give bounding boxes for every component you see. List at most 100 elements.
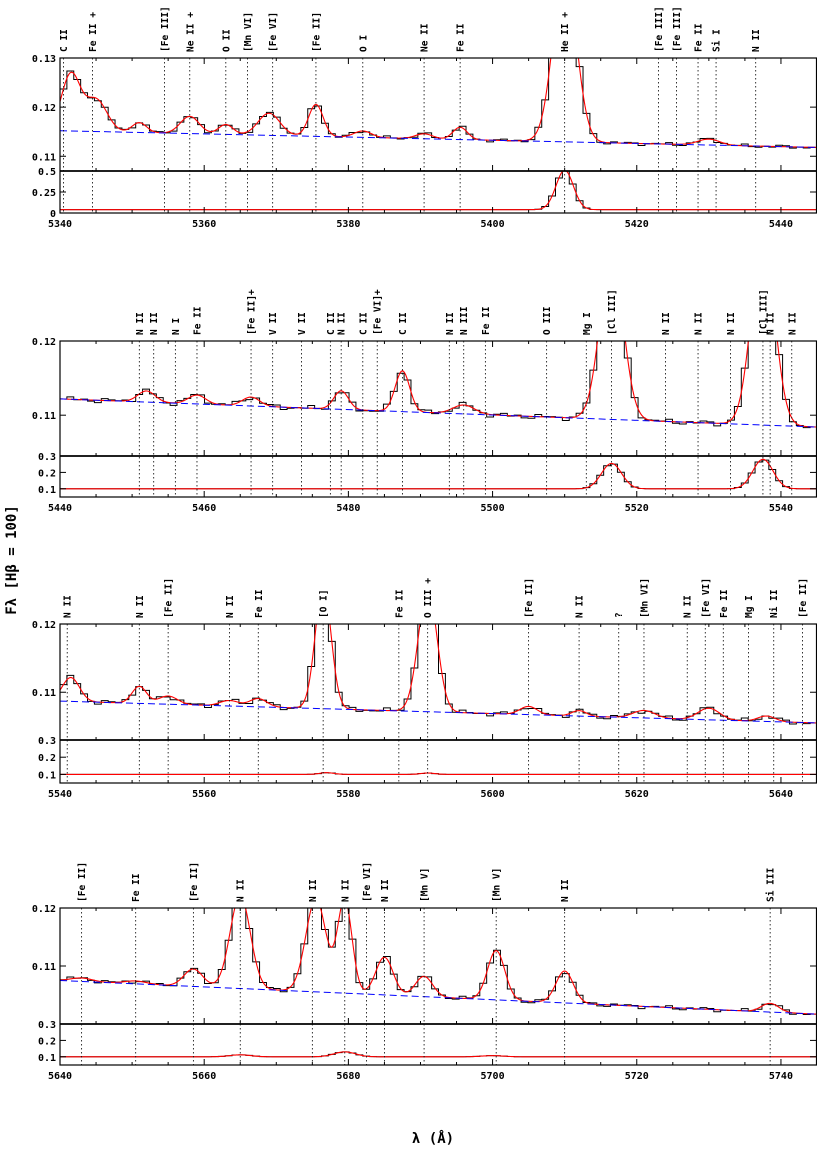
continuum-fit — [60, 980, 817, 1015]
y-tick-label: 0.11 — [32, 962, 56, 973]
model-spectrum-full — [60, 772, 817, 775]
line-id-label: Fe II — [254, 589, 265, 618]
line-id-label: N II — [236, 879, 247, 902]
line-id-label: N II — [661, 312, 672, 335]
x-tick-label: 5500 — [481, 503, 505, 514]
line-id-label: C II — [358, 312, 369, 335]
line-id-label: [Fe VI] — [362, 862, 373, 902]
line-id-label: C II — [326, 312, 337, 335]
x-tick-label: 5480 — [336, 503, 360, 514]
y-tick-label: 0.3 — [38, 452, 56, 463]
line-id-label: [Fe II] — [164, 578, 175, 618]
continuum-fit — [60, 130, 817, 148]
line-id-label: [Fe III] — [672, 6, 683, 52]
x-tick-label: 5400 — [481, 219, 505, 230]
panels-group: C II Fe II + [Fe III] Ne II + O II [Mn VI] [Fe… — [32, 6, 817, 1082]
line-id-label: N II — [751, 29, 762, 52]
model-spectrum-full — [60, 1051, 817, 1058]
x-tick-label: 5440 — [48, 503, 72, 514]
x-tick-label: 5580 — [336, 789, 360, 800]
model-spectrum — [60, 624, 817, 724]
line-id-label: N II — [575, 595, 586, 618]
x-tick-label: 5600 — [481, 789, 505, 800]
line-id-label: [Mn VI] — [243, 12, 254, 52]
x-tick-label: 5620 — [625, 789, 649, 800]
line-id-label: N II — [340, 879, 351, 902]
line-id-label: N II — [766, 312, 777, 335]
x-tick-label: 5720 — [625, 1071, 649, 1082]
model-spectrum — [60, 908, 817, 1015]
x-tick-label: 5680 — [336, 1071, 360, 1082]
line-id-label: N II — [380, 879, 391, 902]
y-tick-label: 0.3 — [38, 1020, 56, 1031]
line-id-label: N III — [459, 306, 470, 335]
line-id-label: N II — [787, 312, 798, 335]
observed-spectrum-full — [60, 1051, 817, 1058]
x-tick-label: 5700 — [481, 1071, 505, 1082]
line-id-label: N II — [694, 312, 705, 335]
x-tick-label: 5420 — [625, 219, 649, 230]
line-id-label: O I — [358, 35, 369, 52]
line-id-label: N II — [683, 595, 694, 618]
panel-frame — [59, 907, 817, 1066]
line-id-label: Fe II — [456, 23, 467, 52]
x-tick-label: 5560 — [192, 789, 216, 800]
line-id-label: Ne II + — [185, 12, 196, 52]
x-tick-label: 5640 — [48, 1071, 72, 1082]
panel-1: C II Fe II + [Fe III] Ne II + O II [Mn VI] [Fe… — [32, 6, 817, 230]
line-id-label: N II — [135, 312, 146, 335]
line-id-label: [Fe II] — [311, 12, 322, 52]
line-id-label: O III — [542, 306, 553, 335]
continuum-fit — [60, 700, 817, 724]
y-tick-label: 0.11 — [32, 152, 56, 163]
line-id-label: [Fe II] — [524, 578, 535, 618]
x-tick-label: 5460 — [192, 503, 216, 514]
line-id-label: Fe II + — [88, 12, 99, 52]
observed-spectrum-full — [60, 459, 817, 490]
line-id-label: Mg I — [744, 595, 755, 618]
line-id-label: Mg I — [582, 312, 593, 335]
observed-spectrum-full — [60, 171, 817, 211]
line-id-label: [Fe II] — [189, 862, 200, 902]
line-id-label: N II — [135, 595, 146, 618]
line-id-label: Fe II — [481, 306, 492, 335]
x-tick-label: 5740 — [769, 1071, 793, 1082]
model-spectrum-full — [60, 458, 817, 490]
line-id-label: N I — [171, 318, 182, 335]
x-tick-label: 5540 — [769, 503, 793, 514]
line-id-label: N II — [726, 312, 737, 335]
line-id-label: N II — [308, 879, 319, 902]
line-id-label: Fe II — [193, 306, 204, 335]
y-tick-label: 0.25 — [32, 188, 56, 199]
line-id-label: [Cl III] — [758, 289, 769, 335]
line-id-label: [Fe VI]+ — [373, 289, 384, 335]
line-id-label: [Mn V] — [492, 868, 503, 902]
line-id-label: N II — [63, 595, 74, 618]
panel-3: N II N II [Fe II] N II Fe II [O I] Fe II O III … — [32, 578, 817, 800]
line-id-label: Fe II — [394, 589, 405, 618]
panel-4: [Fe II] Fe II [Fe II] N II N II N II [Fe VI] N … — [32, 862, 817, 1082]
line-id-label: [O I] — [319, 589, 330, 618]
y-tick-label: 0.12 — [32, 620, 56, 631]
line-id-label: Fe II — [131, 873, 142, 902]
line-id-label: Fe II — [719, 589, 730, 618]
y-tick-label: 0.13 — [32, 54, 56, 65]
line-id-label: [Fe VI] — [268, 12, 279, 52]
y-tick-label: 0.2 — [38, 468, 56, 479]
y-tick-label: 0.2 — [38, 753, 56, 764]
y-tick-label: 0 — [50, 209, 56, 220]
line-id-label: V II — [297, 312, 308, 335]
line-id-label: V II — [268, 312, 279, 335]
y-tick-label: 0.5 — [38, 167, 56, 178]
y-tick-label: 0.2 — [38, 1036, 56, 1047]
line-id-label: Si III — [766, 868, 777, 902]
panel-frame — [59, 57, 817, 214]
line-id-label: ? — [614, 612, 625, 618]
x-tick-label: 5520 — [625, 503, 649, 514]
panel-2: N II N II N I Fe II [Fe II]+ V II V II C II N II… — [32, 289, 817, 514]
y-tick-label: 0.3 — [38, 736, 56, 747]
observed-spectrum — [60, 58, 817, 149]
x-tick-label: 5440 — [769, 219, 793, 230]
panel-frame — [59, 340, 817, 498]
